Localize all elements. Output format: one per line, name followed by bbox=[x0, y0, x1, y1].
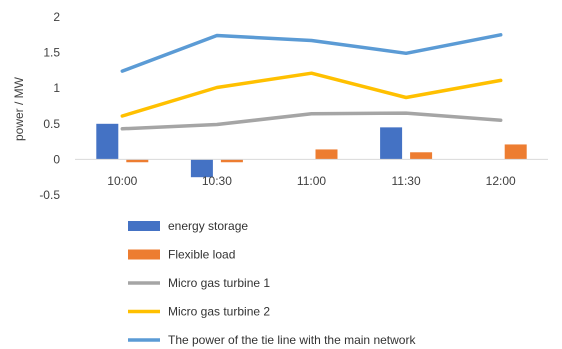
legend-label: Micro gas turbine 2 bbox=[168, 305, 270, 319]
bar-flexible-load bbox=[315, 149, 338, 160]
y-tick-label: 0.5 bbox=[43, 117, 60, 131]
bar-energy-storage bbox=[380, 127, 403, 160]
bar-energy-storage bbox=[96, 123, 119, 160]
line-micro-gas-turbine-1 bbox=[120, 111, 503, 131]
legend-swatch bbox=[128, 249, 160, 260]
y-axis-label: power / MW bbox=[12, 76, 26, 141]
legend-label: Flexible load bbox=[168, 248, 235, 262]
y-tick-label: 2 bbox=[53, 10, 60, 24]
legend-label: The power of the tie line with the main … bbox=[168, 333, 416, 347]
y-tick-label: 0 bbox=[53, 152, 60, 166]
line-the-power-of-the-tie-line-with-the-main-network bbox=[120, 33, 503, 73]
legend-label: Micro gas turbine 1 bbox=[168, 276, 270, 290]
y-ticks: -0.5 0 0.5 1 1.5 2 bbox=[39, 10, 60, 202]
legend-label: energy storage bbox=[168, 219, 248, 233]
x-tick-label: 11:30 bbox=[392, 174, 421, 188]
legend-swatch bbox=[128, 221, 160, 231]
y-tick-label: -0.5 bbox=[39, 188, 60, 202]
x-tick-label: 12:00 bbox=[486, 174, 516, 188]
x-tick-label: 10:30 bbox=[202, 174, 232, 188]
x-tick-label: 11:00 bbox=[297, 174, 326, 188]
x-ticks: 10:00 10:30 11:00 11:30 12:00 bbox=[107, 174, 516, 188]
bar-flexible-load bbox=[126, 159, 149, 163]
bar-flexible-load bbox=[220, 159, 243, 163]
bars bbox=[96, 123, 527, 178]
bar-flexible-load bbox=[504, 144, 527, 160]
y-tick-label: 1 bbox=[53, 81, 60, 95]
legend: energy storage Flexible load Micro gas tur… bbox=[128, 219, 416, 347]
x-tick-label: 10:00 bbox=[107, 174, 137, 188]
y-tick-label: 1.5 bbox=[43, 46, 60, 60]
bar-energy-storage bbox=[190, 159, 213, 178]
bar-flexible-load bbox=[410, 152, 433, 160]
line-micro-gas-turbine-2 bbox=[120, 71, 503, 118]
series-lines bbox=[120, 33, 503, 131]
